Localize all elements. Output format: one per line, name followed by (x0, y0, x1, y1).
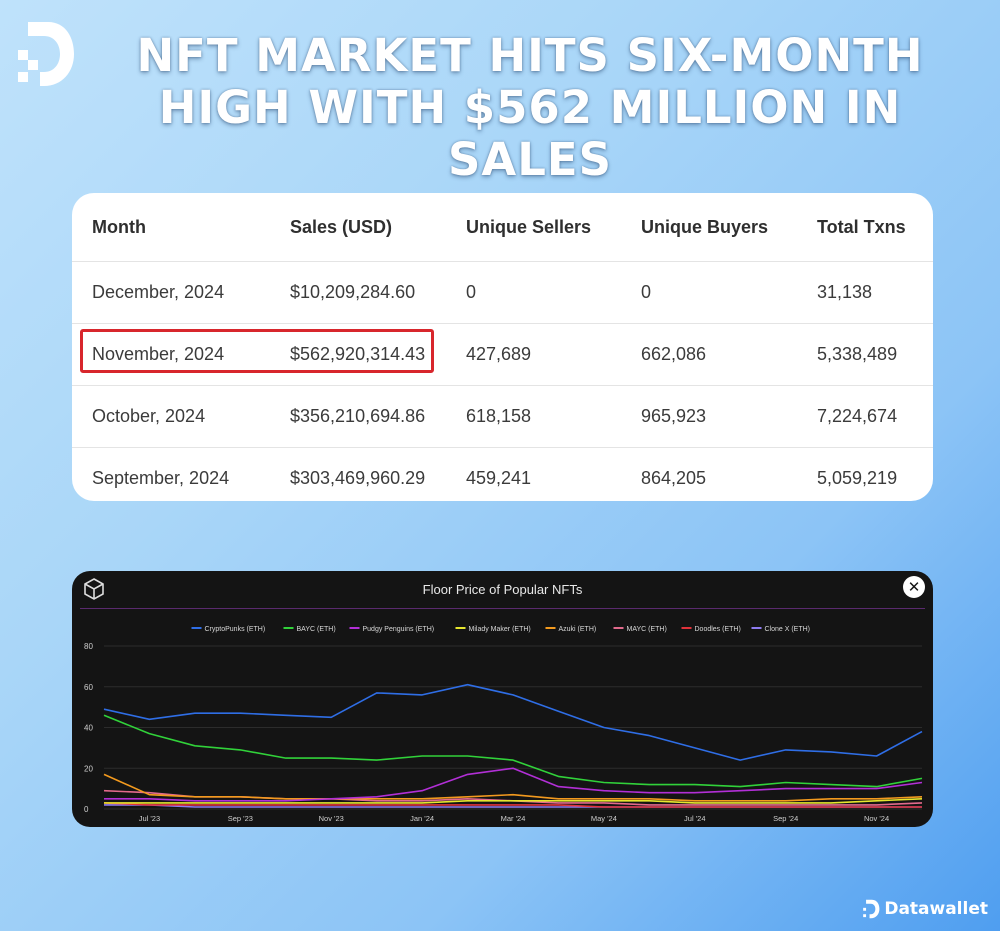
table-cell: $10,209,284.60 (290, 282, 416, 302)
datawallet-logo-icon (18, 22, 74, 86)
y-tick-label: 80 (84, 642, 93, 651)
y-tick-label: 0 (84, 805, 89, 814)
brand: Datawallet (862, 899, 988, 919)
legend-entry: MAYC (ETH) (627, 626, 667, 633)
table-cell: November, 2024 (92, 344, 225, 364)
series-line (104, 798, 923, 804)
x-tick-label: Sep '24 (773, 814, 798, 823)
chart-title: Floor Price of Popular NFTs (422, 582, 583, 597)
brand-name: Datawallet (884, 899, 988, 919)
y-tick-label: 20 (84, 764, 93, 773)
table-cell: 0 (641, 282, 652, 302)
table-cell: $356,210,694.86 (290, 406, 426, 426)
cube-icon (84, 578, 104, 600)
table-cell: December, 2024 (92, 282, 225, 302)
table-cell: 31,138 (817, 282, 873, 302)
x-tick-label: Jul '24 (684, 814, 705, 823)
legend-entry: Pudgy Penguins (ETH) (363, 626, 435, 633)
column-header: Total Txns (817, 216, 906, 237)
table-cell: 662,086 (641, 344, 707, 364)
headline: NFT MARKET HITS SIX-MONTH HIGH WITH $562… (100, 30, 960, 186)
x-tick-label: Jan '24 (410, 814, 434, 823)
table-row: September, 2024 $303,469,960.29 459,241 864… (72, 448, 933, 501)
table-cell: 5,338,489 (817, 344, 898, 364)
title-divider (80, 608, 925, 609)
floor-price-chart: Floor Price of Popular NFTs ✕ 0 20 40 60 80 J… (72, 571, 933, 827)
table-cell: October, 2024 (92, 406, 206, 426)
legend-entry: BAYC (ETH) (297, 626, 336, 633)
x-tick-label: May '24 (591, 814, 617, 823)
table-header-row: Month Sales (USD) Unique Sellers Unique Buy… (72, 193, 933, 262)
close-icon[interactable]: ✕ (903, 576, 925, 598)
x-tick-label: Sep '23 (228, 814, 253, 823)
table-cell: 7,224,674 (817, 406, 898, 426)
table-cell: 5,059,219 (817, 468, 898, 488)
series-line (103, 714, 923, 788)
series-line (104, 767, 923, 802)
headline-line-1: NFT MARKET HITS SIX-MONTH (136, 29, 924, 82)
table-row: November, 2024 $562,920,314.43 427,689 662,… (72, 324, 933, 386)
datawallet-brand-icon (863, 899, 880, 919)
table-cell: 864,205 (641, 468, 707, 488)
x-tick-label: Nov '23 (319, 814, 344, 823)
sales-table: Month Sales (USD) Unique Sellers Unique Buy… (72, 193, 933, 501)
table-row: October, 2024 $356,210,694.86 618,158 965,9… (72, 386, 933, 448)
column-header: Unique Buyers (641, 216, 769, 237)
x-tick-label: Nov '24 (864, 814, 889, 823)
series-line (103, 773, 923, 802)
table-cell: 965,923 (641, 406, 707, 426)
y-tick-label: 40 (84, 724, 93, 733)
chart-canvas: 0 20 40 60 80 Jul '23 Sep '23 Nov '23 Jan '24 Mar… (84, 626, 923, 823)
column-header: Sales (USD) (290, 216, 393, 237)
table-cell: 618,158 (466, 406, 532, 426)
column-header: Unique Sellers (466, 216, 592, 237)
table-cell: September, 2024 (92, 468, 230, 488)
table-cell: 427,689 (466, 344, 532, 364)
series-line (103, 802, 922, 808)
x-tick-label: Jul '23 (139, 814, 160, 823)
headline-line-2: HIGH WITH $562 MILLION IN SALES (158, 81, 902, 186)
table-cell: $562,920,314.43 (290, 344, 426, 364)
table-cell: 459,241 (466, 468, 532, 488)
legend-entry: CryptoPunks (ETH) (205, 626, 266, 633)
legend-entry: Milady Maker (ETH) (469, 626, 531, 633)
legend-entry: Doodles (ETH) (695, 626, 741, 633)
table-row: December, 2024 $10,209,284.60 0 0 31,138 (72, 262, 933, 324)
x-tick-label: Mar '24 (501, 814, 526, 823)
november-highlight-box (80, 329, 434, 373)
legend-entry: Azuki (ETH) (559, 626, 597, 633)
table-cell: 0 (466, 282, 477, 302)
table-cell: $303,469,960.29 (290, 468, 426, 488)
column-header: Month (92, 216, 146, 237)
series-line (103, 683, 923, 761)
y-tick-label: 60 (84, 683, 93, 692)
legend-entry: Clone X (ETH) (765, 626, 811, 633)
